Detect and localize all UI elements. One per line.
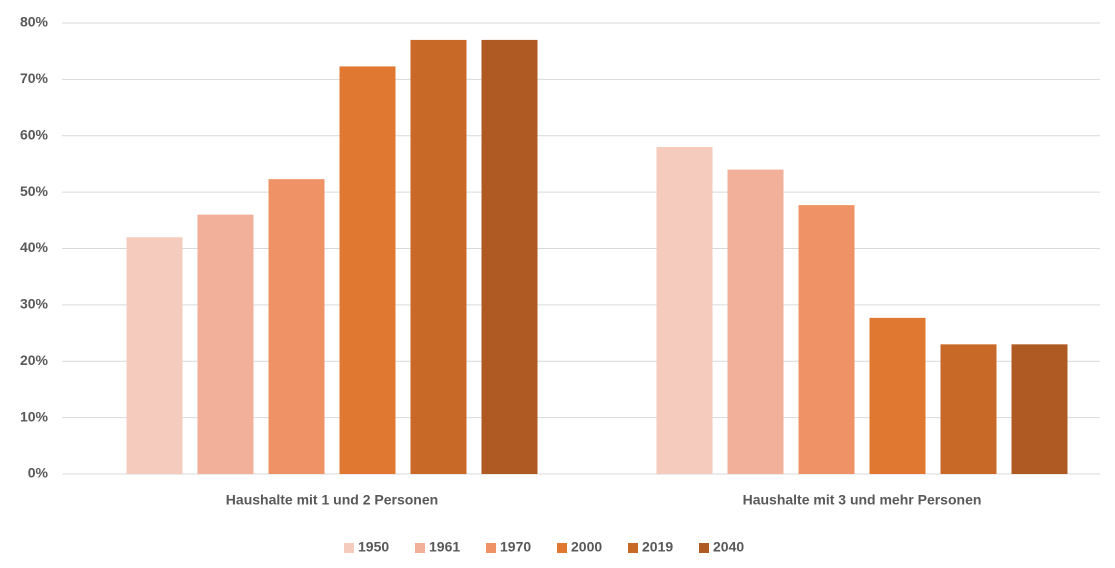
legend-label: 1970 xyxy=(500,539,531,555)
y-tick-label: 70% xyxy=(20,70,49,86)
y-tick-label: 60% xyxy=(20,126,49,142)
legend-swatch xyxy=(344,543,354,553)
y-tick-label: 40% xyxy=(20,239,49,255)
legend-swatch xyxy=(699,543,709,553)
bar xyxy=(481,39,538,474)
legend-swatch xyxy=(628,543,638,553)
legend-swatch xyxy=(486,543,496,553)
x-tick-label: Haushalte mit 1 und 2 Personen xyxy=(226,492,438,508)
bar xyxy=(656,147,713,474)
y-tick-label: 80% xyxy=(20,14,49,30)
y-tick-label: 0% xyxy=(28,465,49,481)
bar xyxy=(727,169,784,474)
bar xyxy=(339,66,396,474)
bar xyxy=(197,214,254,475)
bar xyxy=(126,237,183,474)
y-tick-label: 10% xyxy=(20,408,49,424)
y-tick-label: 20% xyxy=(20,352,49,368)
bar xyxy=(1011,344,1068,474)
legend-label: 1961 xyxy=(429,539,460,555)
bar xyxy=(798,205,855,474)
y-tick-label: 30% xyxy=(20,296,49,312)
bar xyxy=(940,344,997,474)
y-tick-label: 50% xyxy=(20,183,49,199)
legend-swatch xyxy=(557,543,567,553)
legend-label: 2019 xyxy=(642,539,673,555)
legend-label: 1950 xyxy=(358,539,389,555)
bar xyxy=(869,317,926,474)
bar xyxy=(410,39,467,474)
x-tick-label: Haushalte mit 3 und mehr Personen xyxy=(743,492,982,508)
legend-swatch xyxy=(415,543,425,553)
legend-label: 2000 xyxy=(571,539,602,555)
bar xyxy=(268,179,325,474)
legend-label: 2040 xyxy=(713,539,744,555)
